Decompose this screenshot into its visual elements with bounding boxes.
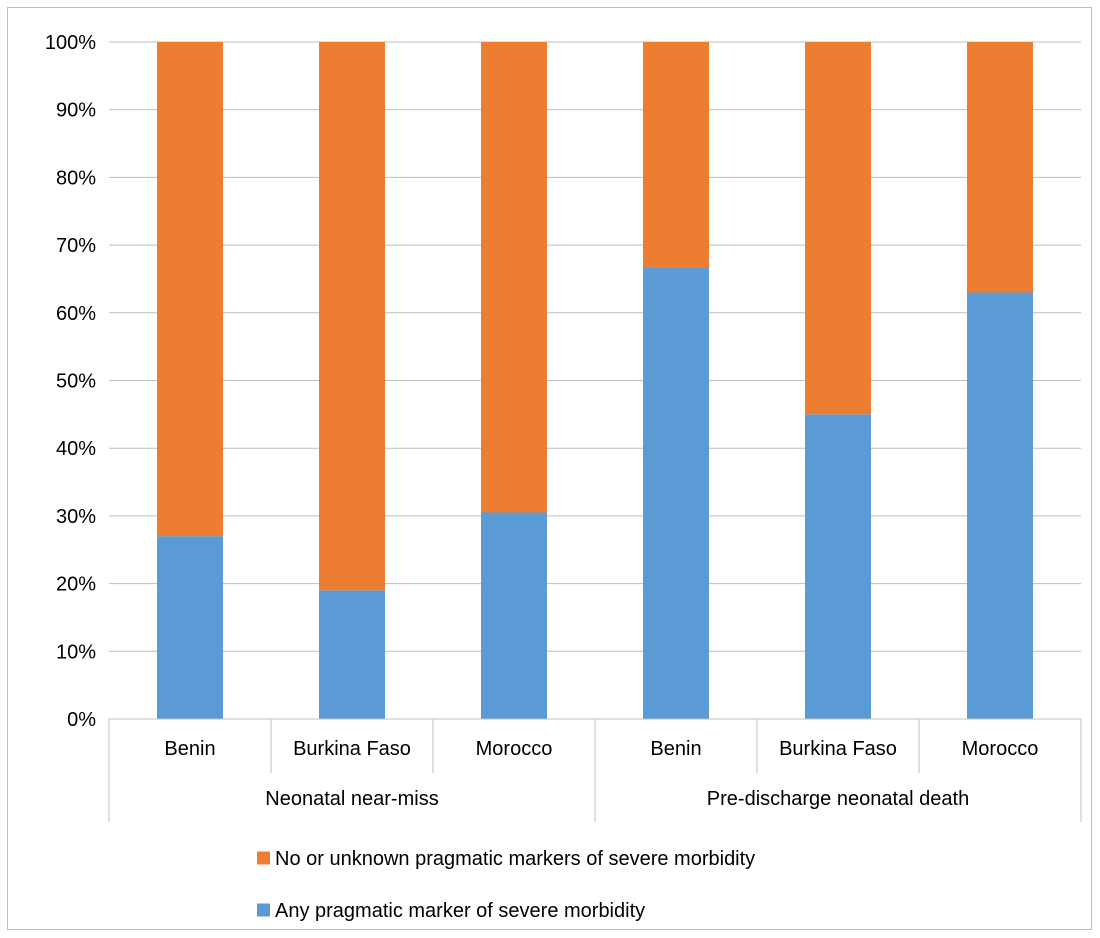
x-category-label: Morocco — [476, 738, 553, 760]
x-category-label: Morocco — [962, 738, 1039, 760]
bar-segment-series-0 — [157, 536, 223, 719]
bar-segment-series-1 — [157, 42, 223, 537]
bar-segment-series-0 — [643, 267, 709, 719]
axes: 0% 10% 20% 30% 40% 50% 60% 70% 80% 90% 100% Benin Bu… — [45, 32, 1082, 822]
x-category-label: Burkina Faso — [779, 738, 897, 760]
bar-segment-series-1 — [643, 42, 709, 268]
y-tick-label: 20% — [56, 574, 96, 596]
y-tick-label: 30% — [56, 506, 96, 528]
y-tick-label: 60% — [56, 303, 96, 325]
y-tick-label: 100% — [45, 32, 96, 54]
legend: No or unknown pragmatic markers of sever… — [257, 848, 755, 922]
y-tick-label: 10% — [56, 641, 96, 663]
y-tick-label: 70% — [56, 235, 96, 257]
gridlines — [109, 41, 1081, 652]
bar-segment-series-0 — [805, 414, 871, 719]
bar-segment-series-0 — [481, 512, 547, 719]
legend-swatch — [257, 903, 270, 917]
legend-label: No or unknown pragmatic markers of sever… — [275, 848, 755, 870]
legend-swatch — [257, 851, 270, 865]
bar-segment-series-1 — [805, 42, 871, 415]
x-category-label: Burkina Faso — [293, 738, 411, 760]
bar-segment-series-1 — [481, 42, 547, 513]
bar-segment-series-0 — [967, 292, 1033, 719]
x-category-label: Benin — [650, 738, 701, 760]
x-group-label: Pre-discharge neonatal death — [707, 788, 969, 810]
y-tick-label: 80% — [56, 167, 96, 189]
y-tick-label: 40% — [56, 438, 96, 460]
bars — [157, 42, 1033, 719]
bar-segment-series-1 — [967, 42, 1033, 293]
legend-label: Any pragmatic marker of severe morbidity — [275, 900, 645, 922]
bar-segment-series-0 — [319, 590, 385, 719]
x-group-label: Neonatal near-miss — [265, 788, 438, 810]
y-tick-label: 90% — [56, 100, 96, 122]
x-category-label: Benin — [164, 738, 215, 760]
bar-segment-series-1 — [319, 42, 385, 591]
y-tick-label: 0% — [67, 709, 96, 731]
y-tick-label: 50% — [56, 371, 96, 393]
